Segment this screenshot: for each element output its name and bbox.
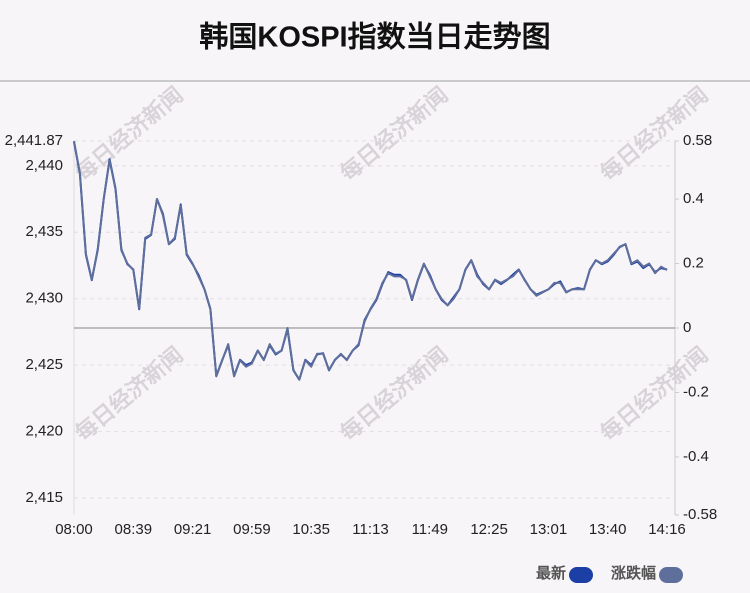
y-tick-label: 2,440	[25, 157, 63, 174]
x-tick-label: 08:39	[115, 521, 153, 538]
legend-swatch	[569, 567, 593, 583]
x-tick-label: 11:49	[412, 521, 448, 538]
x-tick-label: 08:00	[55, 521, 93, 538]
y-tick-label: 2,430	[25, 290, 63, 307]
legend-label: 涨跌幅	[611, 564, 656, 582]
y2-tick-label: 0.58	[683, 132, 712, 149]
y-tick-label: 2,415	[25, 489, 63, 506]
watermarks: 每日经济新闻 每日经济新闻 每日经济新闻 每日经济新闻 每日经济新闻 每日经济新…	[70, 82, 713, 447]
y-tick-label: 2,441.87	[5, 132, 63, 149]
x-tick-label: 11:13	[352, 521, 388, 538]
watermark: 每日经济新闻	[335, 342, 453, 447]
x-tick-label: 09:21	[174, 521, 212, 538]
y-tick-label: 2,425	[25, 356, 63, 373]
series-line	[73, 141, 668, 381]
series-line	[73, 140, 668, 381]
y-tick-label: 2,435	[25, 223, 63, 240]
x-tick-label: 10:35	[292, 521, 330, 538]
x-tick-label: 14:16	[648, 521, 686, 538]
watermark: 每日经济新闻	[335, 82, 453, 187]
legend-label: 最新	[536, 564, 566, 582]
x-tick-label: 12:25	[470, 521, 508, 538]
y-tick-label: 2,420	[25, 423, 63, 440]
x-tick-label: 09:59	[233, 521, 271, 538]
legend-swatch	[659, 567, 683, 583]
y2-tick-label: -0.4	[683, 448, 709, 465]
y2-tick-label: -0.58	[683, 506, 717, 523]
watermark: 每日经济新闻	[70, 82, 188, 187]
y2-tick-label: 0	[683, 319, 691, 336]
y2-tick-label: 0.4	[683, 190, 704, 207]
chart-title: 韩国KOSPI指数当日走势图	[199, 21, 550, 54]
y2-tick-label: 0.2	[683, 254, 704, 271]
x-tick-label: 13:40	[589, 521, 627, 538]
watermark: 每日经济新闻	[70, 342, 188, 447]
y2-tick-label: -0.2	[683, 383, 709, 400]
x-tick-label: 13:01	[530, 521, 568, 538]
